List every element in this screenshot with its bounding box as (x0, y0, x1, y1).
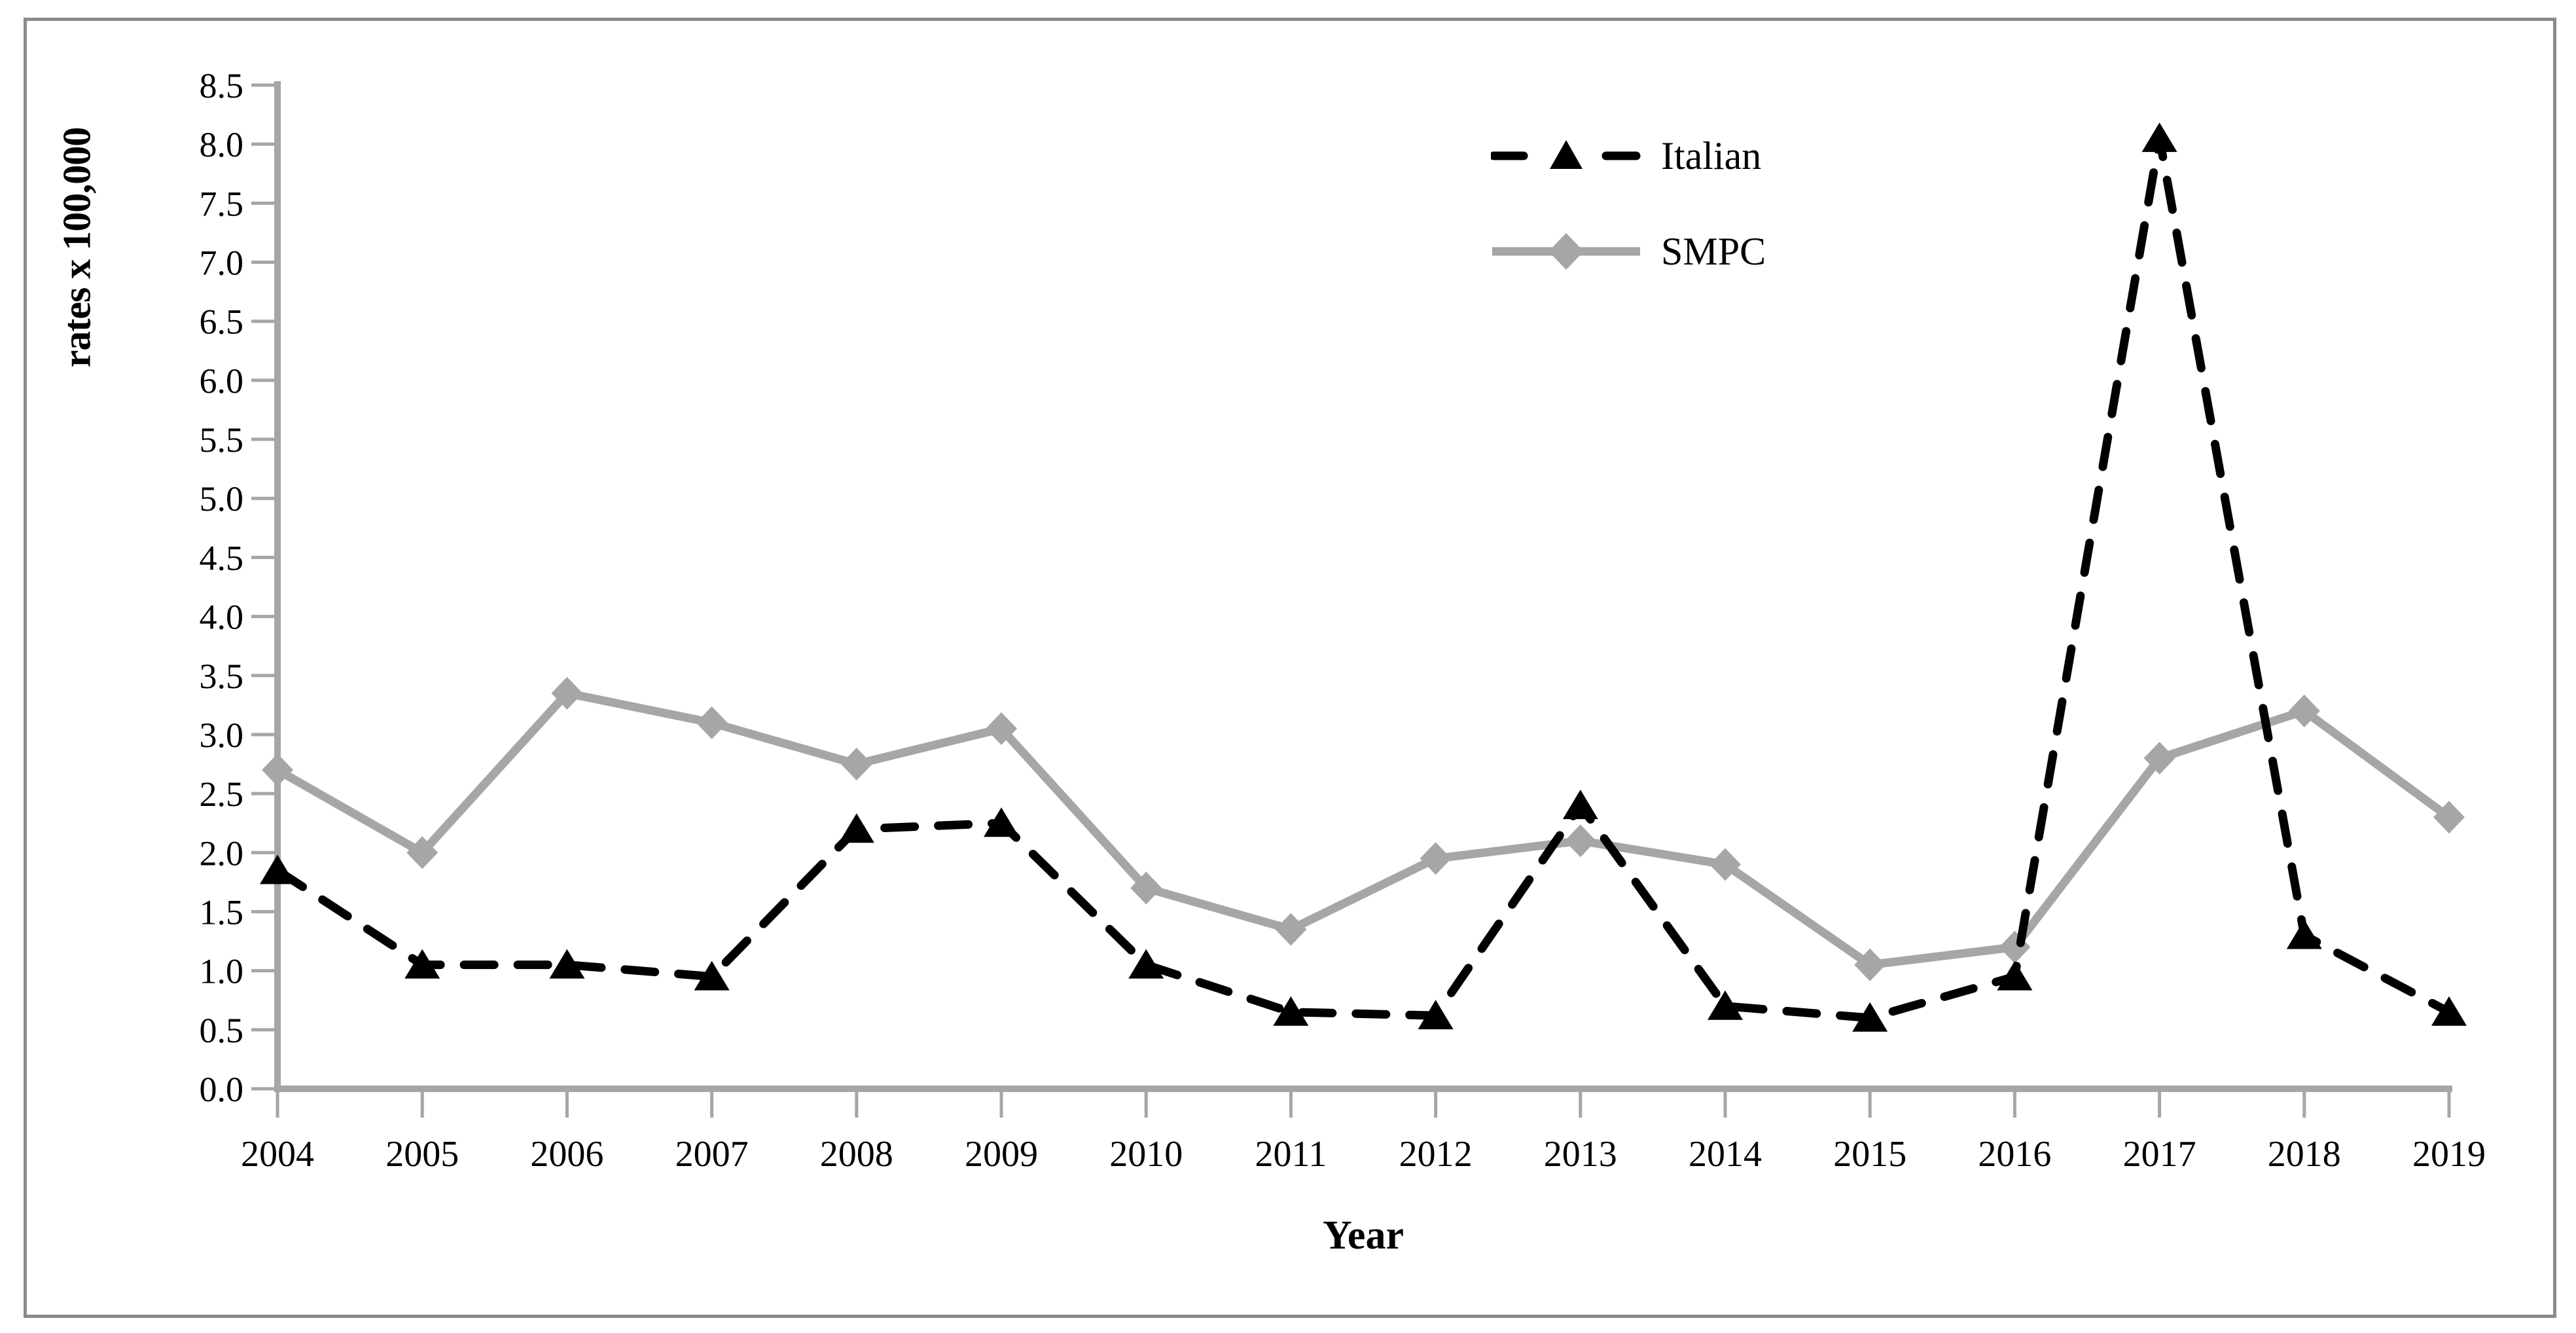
x-tick-label: 2018 (2268, 1134, 2341, 1175)
diamond-marker-smpc (262, 754, 293, 787)
diamond-marker-smpc (2288, 694, 2320, 727)
y-tick-label: 3.0 (200, 716, 244, 755)
x-tick-label: 2015 (1833, 1134, 1906, 1175)
legend-item-italian: Italian (1491, 131, 1766, 181)
x-tick-label: 2019 (2412, 1134, 2486, 1175)
x-tick-label: 2004 (241, 1134, 314, 1175)
triangle-marker-italian (2141, 122, 2177, 153)
triangle-marker-italian (694, 960, 730, 991)
y-tick-label: 1.0 (200, 952, 244, 991)
diamond-marker-smpc (696, 706, 728, 739)
y-tick-label: 3.5 (200, 657, 244, 696)
y-tick-label: 4.5 (200, 538, 244, 577)
triangle-marker-italian (1418, 1000, 1454, 1030)
x-axis-title: Year (1323, 1213, 1404, 1258)
triangle-marker-italian (549, 949, 585, 979)
legend-label-smpc: SMPC (1661, 229, 1766, 273)
diamond-marker-smpc (1854, 948, 1886, 981)
diamond-marker-smpc (986, 712, 1017, 745)
triangle-marker-italian (1128, 949, 1164, 979)
x-tick-label: 2007 (675, 1134, 749, 1175)
y-tick-label: 1.5 (200, 892, 244, 932)
y-tick-label: 2.5 (200, 775, 244, 814)
diamond-marker-smpc (1564, 824, 1596, 858)
x-tick-label: 2014 (1689, 1134, 1762, 1175)
x-tick-label: 2008 (820, 1134, 893, 1175)
diamond-marker-smpc (1709, 848, 1741, 881)
x-tick-label: 2017 (2123, 1134, 2196, 1175)
diamond-marker-smpc (551, 676, 583, 710)
y-tick-label: 7.0 (200, 244, 244, 283)
triangle-marker-italian (2431, 996, 2467, 1026)
italian-dashed-line-triangle-icon (1491, 140, 1641, 169)
triangle-marker-italian (1852, 1002, 1888, 1032)
triangle-marker-italian (838, 813, 874, 843)
y-tick-label: 8.0 (200, 125, 244, 164)
triangle-marker-italian (260, 854, 295, 885)
y-tick-label: 8.5 (200, 66, 244, 105)
legend-label-italian: Italian (1661, 134, 1762, 177)
diamond-marker-smpc (1420, 842, 1452, 875)
triangle-marker-italian (2286, 919, 2322, 949)
y-tick-label: 0.0 (200, 1070, 244, 1109)
x-tick-label: 2005 (385, 1134, 459, 1175)
y-tick-label: 4.0 (200, 598, 244, 637)
triangle-marker-italian (404, 949, 440, 979)
diamond-marker-smpc (1275, 913, 1307, 946)
x-tick-label: 2012 (1399, 1134, 1473, 1175)
y-tick-label: 6.0 (200, 361, 244, 401)
x-tick-label: 2011 (1255, 1134, 1327, 1175)
series-line-smpc (275, 688, 2452, 970)
triangle-marker-italian (1708, 990, 1743, 1020)
diamond-marker-smpc (406, 836, 438, 869)
triangle-marker-italian (984, 807, 1019, 837)
y-tick-label: 6.5 (200, 302, 244, 342)
y-tick-label: 0.5 (200, 1011, 244, 1050)
y-tick-label: 2.0 (200, 833, 244, 873)
x-tick-label: 2016 (1978, 1134, 2051, 1175)
y-tick-label: 7.5 (200, 184, 244, 223)
smpc-solid-line-diamond-icon (1492, 233, 1640, 270)
series-line-italian (273, 137, 2454, 1023)
triangle-marker-italian (1273, 996, 1309, 1026)
legend-item-smpc: SMPC (1491, 227, 1766, 276)
diamond-marker-smpc (2143, 742, 2175, 775)
diamond-marker-smpc (840, 748, 872, 781)
y-tick-label: 5.0 (200, 479, 244, 519)
x-tick-label: 2010 (1109, 1134, 1183, 1175)
x-tick-label: 2013 (1544, 1134, 1617, 1175)
legend: Italian SMPC (1491, 131, 1766, 322)
x-tick-label: 2006 (530, 1134, 603, 1175)
y-tick-label: 5.5 (200, 420, 244, 460)
diamond-marker-smpc (1130, 871, 1162, 905)
triangle-marker-italian (1562, 790, 1598, 820)
x-tick-label: 2009 (965, 1134, 1038, 1175)
diamond-marker-smpc (2433, 801, 2465, 834)
y-axis-title: rates x 100,000 (55, 127, 99, 368)
triangle-marker-italian (1997, 960, 2033, 991)
